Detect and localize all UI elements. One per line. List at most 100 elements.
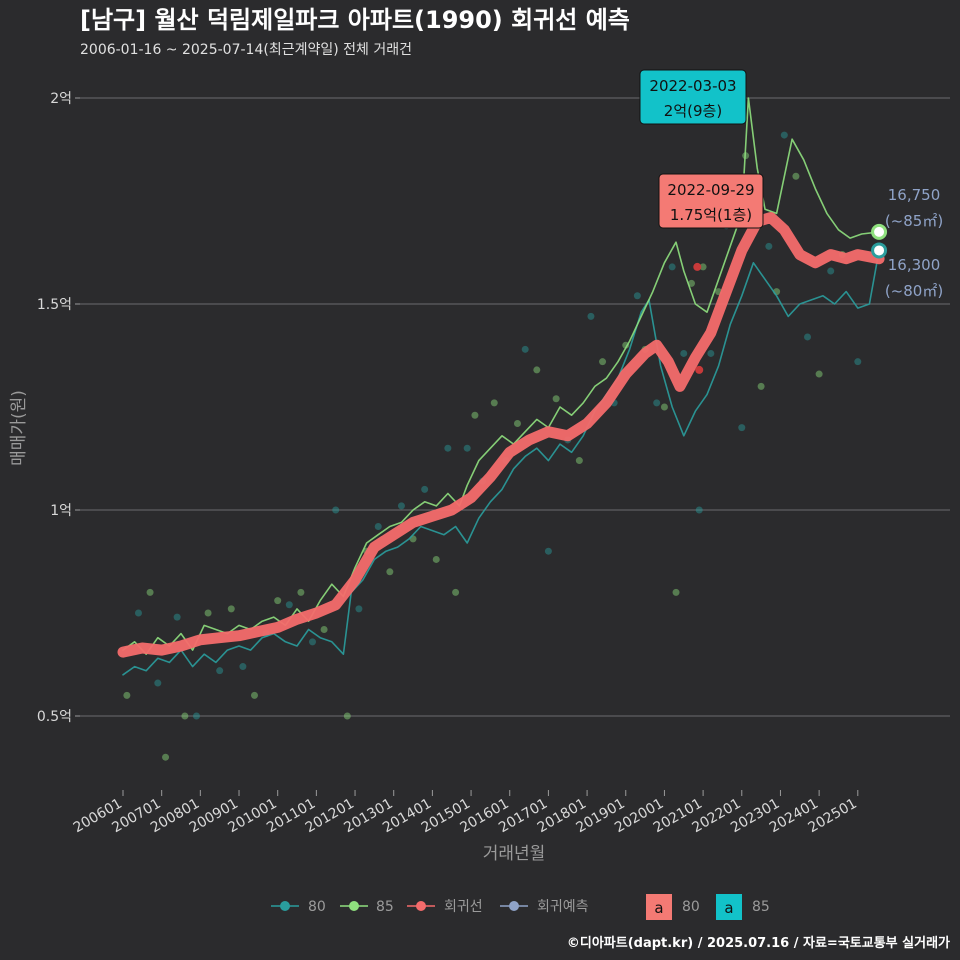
annotation-recent: 2022-09-29 1.75억(1층) (658, 173, 764, 229)
end-label-80-value: 16,300 (888, 256, 941, 274)
annotation-recent-date: 2022-09-29 (667, 181, 754, 199)
scatter-point (309, 638, 316, 646)
x-axis-title: 거래년월 (483, 844, 546, 864)
annotation-max-box (639, 69, 747, 125)
y-tick-label-0: 0.5억 (37, 709, 72, 725)
y-tick-label-1: 1억 (50, 503, 72, 519)
scatter-point (533, 366, 541, 374)
scatter-point (355, 605, 363, 613)
scatter-point (181, 712, 189, 720)
scatter-point (250, 691, 258, 699)
annotation-max-date: 2022-03-03 (649, 77, 736, 95)
scatter-point (544, 547, 552, 555)
scatter-point (688, 279, 695, 287)
scatter-point (432, 555, 440, 563)
end-label-85-value: 16,750 (888, 186, 941, 204)
scatter-point (633, 292, 641, 300)
scatter-point (792, 172, 800, 180)
scatter-point (274, 597, 282, 605)
caption: ©디아파트(dapt.kr) / 2025.07.16 / 자료=국토교통부 실… (567, 935, 950, 951)
series-lines (117, 97, 885, 676)
legend-dot-prediction (509, 901, 519, 911)
scatter-point (146, 588, 154, 596)
scatter-point (854, 358, 862, 366)
scatter-point (343, 712, 351, 720)
x-axis-ticks: 2006012007012008012009012010012011012012… (71, 790, 860, 836)
series-line-0 (122, 249, 880, 676)
scatter-point (216, 667, 224, 675)
annotation-recent-value: 1.75억(1층) (670, 206, 752, 224)
scatter-point (575, 457, 583, 465)
y-axis-ticks: 0.5억 1억 1.5억 2억 (37, 91, 80, 725)
scatter-point (204, 609, 212, 617)
end-marker-80 (871, 242, 888, 259)
legend-label-85: 85 (376, 899, 394, 915)
y-axis-title: 매매가(원) (9, 390, 29, 466)
legend: 80 85 회귀선 회귀예측 a 80 a 85 (271, 894, 770, 920)
legend-dot-80 (280, 901, 290, 911)
scatter-point (374, 522, 382, 530)
scatter-point (421, 485, 429, 493)
scatter-point (552, 395, 560, 403)
scatter-point (521, 345, 529, 353)
scatter-point (757, 382, 765, 390)
annotation-recent-box (658, 173, 764, 229)
scatter-point (672, 588, 680, 596)
scatter-point (699, 263, 707, 271)
scatter-point (804, 333, 812, 341)
scatter-point (134, 609, 142, 617)
scatter-point (162, 753, 170, 761)
scatter-point (227, 605, 235, 613)
scatter-point (695, 506, 703, 514)
legend-box-85 (716, 894, 742, 920)
end-markers (871, 223, 888, 259)
end-marker-85 (871, 223, 888, 240)
scatter-point (154, 679, 162, 687)
scatter-point (780, 131, 788, 139)
end-label-85-area: (~85㎡) (885, 212, 943, 230)
scatter-point (707, 349, 715, 357)
y-tick-label-2: 1.5억 (37, 297, 72, 313)
scatter-point (653, 399, 661, 407)
scatter-point (239, 663, 247, 671)
scatter-point (471, 411, 479, 419)
scatter-point (490, 399, 498, 407)
scatter-point (513, 419, 521, 427)
legend-label-80: 80 (308, 899, 326, 915)
legend-box-85-label: 85 (752, 899, 770, 915)
y-tick-label-3: 2억 (50, 91, 72, 107)
scatter-point (815, 370, 823, 378)
legend-dot-regression (416, 901, 426, 911)
annotation-max: 2022-03-03 2억(9층) (639, 69, 747, 125)
legend-label-regression: 회귀선 (444, 899, 483, 915)
end-label-80-area: (~80㎡) (885, 282, 943, 300)
scatter-point (123, 691, 131, 699)
grid (80, 97, 950, 717)
legend-label-prediction: 회귀예측 (537, 899, 589, 915)
scatter-point (397, 502, 405, 510)
scatter-points (123, 131, 862, 761)
scatter-point (668, 263, 676, 271)
scatter-point (192, 712, 200, 720)
scatter-point (738, 424, 746, 432)
scatter-point (599, 358, 607, 366)
legend-box-80-label: 80 (682, 899, 700, 915)
marker-x-2 (695, 365, 704, 374)
scatter-point (332, 506, 340, 514)
scatter-point (285, 601, 293, 609)
scatter-point (680, 349, 688, 357)
scatter-point (827, 267, 835, 275)
series-line-1 (122, 97, 880, 655)
legend-box-80 (646, 894, 672, 920)
scatter-point (297, 588, 305, 596)
legend-box-80-glyph: a (654, 899, 663, 917)
scatter-point (463, 444, 471, 452)
scatter-point (386, 568, 394, 576)
scatter-point (765, 242, 773, 250)
scatter-point (452, 588, 460, 596)
scatter-point (587, 312, 595, 320)
scatter-point (444, 444, 452, 452)
marker-x-1 (693, 262, 702, 271)
scatter-point (660, 403, 668, 411)
